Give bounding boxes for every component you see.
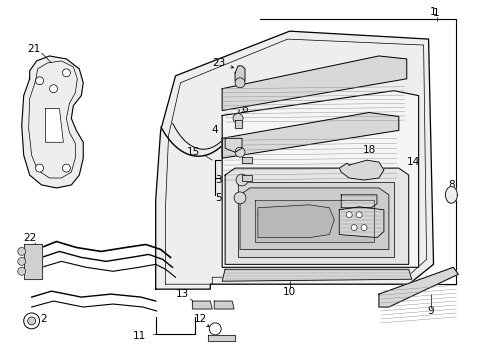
- Circle shape: [28, 317, 36, 325]
- Circle shape: [18, 257, 26, 265]
- Polygon shape: [192, 301, 212, 309]
- Circle shape: [209, 323, 221, 335]
- Polygon shape: [242, 175, 251, 181]
- Circle shape: [350, 225, 356, 231]
- Text: 3: 3: [215, 175, 222, 185]
- Polygon shape: [240, 188, 388, 249]
- Polygon shape: [45, 109, 63, 142]
- Text: 6: 6: [241, 104, 248, 113]
- Circle shape: [235, 78, 244, 88]
- Text: 17: 17: [305, 195, 319, 205]
- Polygon shape: [257, 205, 334, 238]
- Circle shape: [236, 174, 247, 186]
- Circle shape: [235, 147, 244, 157]
- Text: 18: 18: [362, 145, 375, 155]
- Text: 20: 20: [370, 121, 384, 130]
- Polygon shape: [339, 160, 383, 180]
- Polygon shape: [339, 207, 383, 238]
- Polygon shape: [235, 121, 242, 129]
- Circle shape: [233, 113, 243, 123]
- Polygon shape: [155, 31, 433, 289]
- Text: 23: 23: [211, 58, 224, 68]
- Polygon shape: [224, 168, 408, 264]
- Polygon shape: [222, 113, 398, 158]
- Text: 1: 1: [429, 7, 436, 17]
- Text: 16: 16: [243, 138, 256, 148]
- Polygon shape: [208, 335, 235, 341]
- Circle shape: [24, 313, 40, 329]
- Text: 10: 10: [283, 287, 296, 297]
- Text: 15: 15: [187, 147, 200, 157]
- Circle shape: [18, 267, 26, 275]
- Circle shape: [49, 85, 57, 93]
- Circle shape: [62, 164, 70, 172]
- Polygon shape: [242, 157, 251, 163]
- Polygon shape: [254, 200, 373, 242]
- Text: 7: 7: [312, 215, 319, 225]
- Circle shape: [36, 77, 43, 85]
- Text: 14: 14: [406, 157, 420, 167]
- Polygon shape: [238, 182, 393, 257]
- Polygon shape: [222, 269, 411, 281]
- Text: 8: 8: [447, 180, 454, 190]
- Text: 1: 1: [432, 8, 439, 18]
- Circle shape: [355, 212, 361, 218]
- Polygon shape: [224, 138, 242, 152]
- Polygon shape: [222, 56, 406, 111]
- Polygon shape: [445, 186, 456, 203]
- Polygon shape: [341, 195, 376, 208]
- Circle shape: [36, 164, 43, 172]
- Circle shape: [360, 225, 366, 231]
- Text: 13: 13: [176, 289, 189, 299]
- Polygon shape: [235, 66, 244, 81]
- Polygon shape: [214, 301, 234, 309]
- Text: 21: 21: [27, 44, 40, 54]
- Polygon shape: [21, 56, 83, 188]
- Text: 12: 12: [193, 314, 206, 324]
- Text: 19: 19: [393, 66, 406, 76]
- Text: 9: 9: [427, 306, 433, 316]
- Text: 2: 2: [40, 314, 47, 324]
- Circle shape: [62, 69, 70, 77]
- Circle shape: [234, 192, 245, 204]
- Polygon shape: [378, 267, 457, 307]
- Circle shape: [346, 212, 351, 218]
- Text: 5: 5: [215, 193, 222, 203]
- Text: 11: 11: [132, 331, 145, 341]
- Text: 22: 22: [24, 233, 37, 243]
- Polygon shape: [24, 244, 41, 279]
- Polygon shape: [222, 91, 418, 267]
- Circle shape: [18, 247, 26, 255]
- Text: 4: 4: [211, 125, 218, 135]
